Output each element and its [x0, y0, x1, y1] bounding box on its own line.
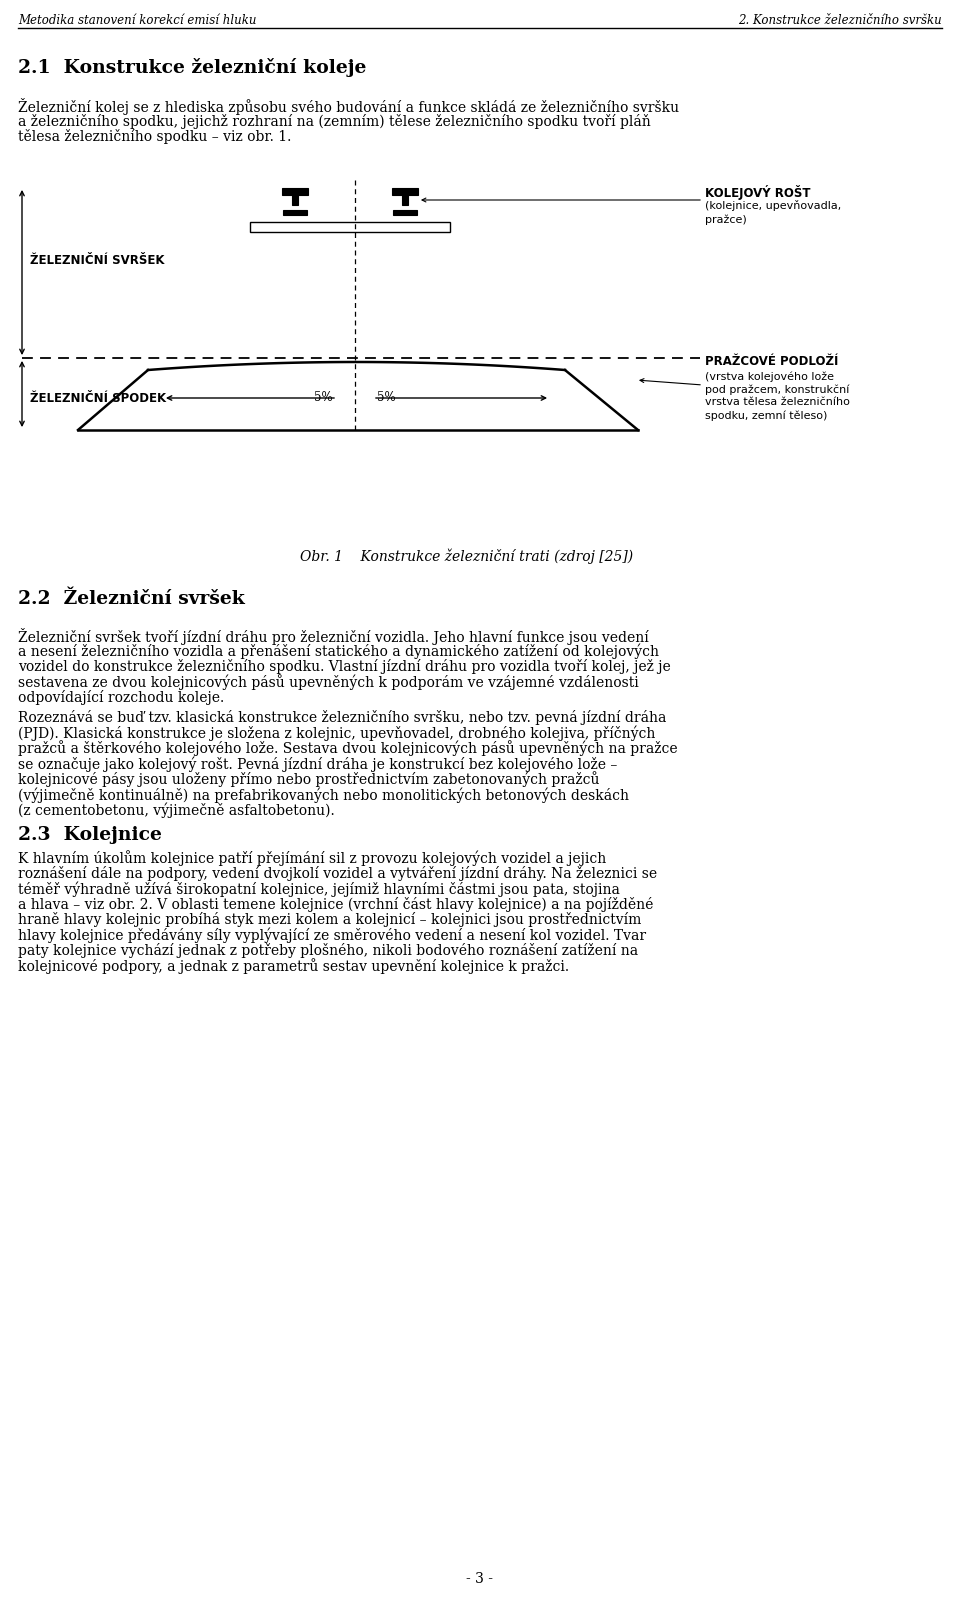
Text: tělesa železničního spodku – viz obr. 1.: tělesa železničního spodku – viz obr. 1.: [18, 130, 292, 144]
Text: a nesení železničního vozidla a přenášení statického a dynamického zatížení od k: a nesení železničního vozidla a přenášen…: [18, 644, 659, 660]
Text: hlavy kolejnice předávány síly vyplývající ze směrového vedení a nesení kol vozi: hlavy kolejnice předávány síly vyplývají…: [18, 927, 646, 943]
Text: a železničního spodku, jejichž rozhraní na (zemním) tělese železničního spodku t: a železničního spodku, jejichž rozhraní …: [18, 114, 651, 128]
Bar: [392, 187, 418, 195]
Bar: [393, 210, 417, 215]
Text: kolejnicové podpory, a jednak z parametrů sestav upevnění kolejnice k pražci.: kolejnicové podpory, a jednak z parametr…: [18, 959, 569, 975]
Text: (z cementobetonu, výjimečně asfaltobetonu).: (z cementobetonu, výjimečně asfaltobeton…: [18, 802, 335, 818]
Text: roznášení dále na podpory, vedení dvojkolí vozidel a vytváření jízdní dráhy. Na : roznášení dále na podpory, vedení dvojko…: [18, 866, 658, 881]
Text: 2. Konstrukce železničního svršku: 2. Konstrukce železničního svršku: [738, 14, 942, 27]
Text: - 3 -: - 3 -: [467, 1572, 493, 1587]
Text: 5%: 5%: [377, 391, 396, 403]
Text: Obr. 1    Konstrukce železniční trati (zdroj [25]): Obr. 1 Konstrukce železniční trati (zdro…: [300, 548, 634, 564]
Text: se označuje jako kolejový rošt. Pevná jízdní dráha je konstrukcí bez kolejového : se označuje jako kolejový rošt. Pevná jí…: [18, 756, 617, 772]
Text: (výjimečně kontinuálně) na prefabrikovaných nebo monolitických betonových deskác: (výjimečně kontinuálně) na prefabrikovan…: [18, 788, 629, 802]
Text: pražců a štěrkového kolejového lože. Sestava dvou kolejnicových pásů upevněných : pražců a štěrkového kolejového lože. Ses…: [18, 741, 678, 756]
Text: 2.1  Konstrukce železniční koleje: 2.1 Konstrukce železniční koleje: [18, 58, 367, 77]
Bar: [282, 187, 308, 195]
Bar: [292, 195, 298, 205]
Text: paty kolejnice vychází jednak z potřeby plošného, nikoli bodového roznášení zatí: paty kolejnice vychází jednak z potřeby …: [18, 943, 638, 957]
Bar: [402, 195, 408, 205]
Text: Železniční kolej se z hlediska způsobu svého budování a funkce skládá ze železni: Železniční kolej se z hlediska způsobu s…: [18, 98, 679, 115]
Text: 2.3  Kolejnice: 2.3 Kolejnice: [18, 826, 162, 844]
Text: Rozeznává se buď tzv. klasická konstrukce železničního svršku, nebo tzv. pevná j: Rozeznává se buď tzv. klasická konstrukc…: [18, 709, 666, 725]
Text: ŽELEZNIČNÍ SPODEK: ŽELEZNIČNÍ SPODEK: [30, 392, 166, 405]
Text: K hlavním úkolům kolejnice patří přejímání sil z provozu kolejových vozidel a je: K hlavním úkolům kolejnice patří přejímá…: [18, 850, 607, 866]
Text: Železniční svršek tvoří jízdní dráhu pro železniční vozidla. Jeho hlavní funkce : Železniční svršek tvoří jízdní dráhu pro…: [18, 628, 649, 645]
Text: sestavena ze dvou kolejnicových pásů upevněných k podporám ve vzájemné vzdálenos: sestavena ze dvou kolejnicových pásů upe…: [18, 674, 638, 690]
Text: 2.2  Železniční svršek: 2.2 Železniční svršek: [18, 591, 245, 608]
Text: (vrstva kolejového lože: (vrstva kolejového lože: [705, 371, 834, 381]
Text: vozidel do konstrukce železničního spodku. Vlastní jízdní dráhu pro vozidla tvoř: vozidel do konstrukce železničního spodk…: [18, 660, 671, 674]
Text: (PJD). Klasická konstrukce je složena z kolejnic, upevňovadel, drobného kolejiva: (PJD). Klasická konstrukce je složena z …: [18, 725, 656, 741]
Text: téměř výhradně užívá širokopatní kolejnice, jejímiž hlavními částmi jsou pata, s: téměř výhradně užívá širokopatní kolejni…: [18, 881, 620, 897]
Text: 5%: 5%: [314, 391, 333, 403]
Text: vrstva tělesa železničního: vrstva tělesa železničního: [705, 397, 850, 407]
Text: odpovídající rozchodu koleje.: odpovídající rozchodu koleje.: [18, 690, 225, 704]
Bar: [283, 210, 307, 215]
Text: (kolejnice, upevňovadla,: (kolejnice, upevňovadla,: [705, 200, 841, 211]
Text: PRAŽCOVÉ PODLOŽÍ: PRAŽCOVÉ PODLOŽÍ: [705, 355, 838, 368]
Text: spodku, zemní těleso): spodku, zemní těleso): [705, 410, 828, 421]
Text: a hlava – viz obr. 2. V oblasti temene kolejnice (vrchní část hlavy kolejnice) a: a hlava – viz obr. 2. V oblasti temene k…: [18, 897, 654, 911]
Text: kolejnicové pásy jsou uloženy přímo nebo prostřednictvím zabetonovaných pražců: kolejnicové pásy jsou uloženy přímo nebo…: [18, 772, 599, 788]
Text: ŽELEZNIČNÍ SVRŠEK: ŽELEZNIČNÍ SVRŠEK: [30, 253, 164, 266]
Text: Metodika stanovení korekcí emisí hluku: Metodika stanovení korekcí emisí hluku: [18, 14, 256, 27]
Bar: [250, 223, 450, 232]
Text: hraně hlavy kolejnic probíhá styk mezi kolem a kolejnicí – kolejnici jsou prostř: hraně hlavy kolejnic probíhá styk mezi k…: [18, 913, 641, 927]
Text: KOLEJOVÝ ROŠT: KOLEJOVÝ ROŠT: [705, 186, 810, 200]
Text: pod pražcem, konstrukční: pod pražcem, konstrukční: [705, 384, 850, 394]
Text: pražce): pražce): [705, 215, 747, 224]
